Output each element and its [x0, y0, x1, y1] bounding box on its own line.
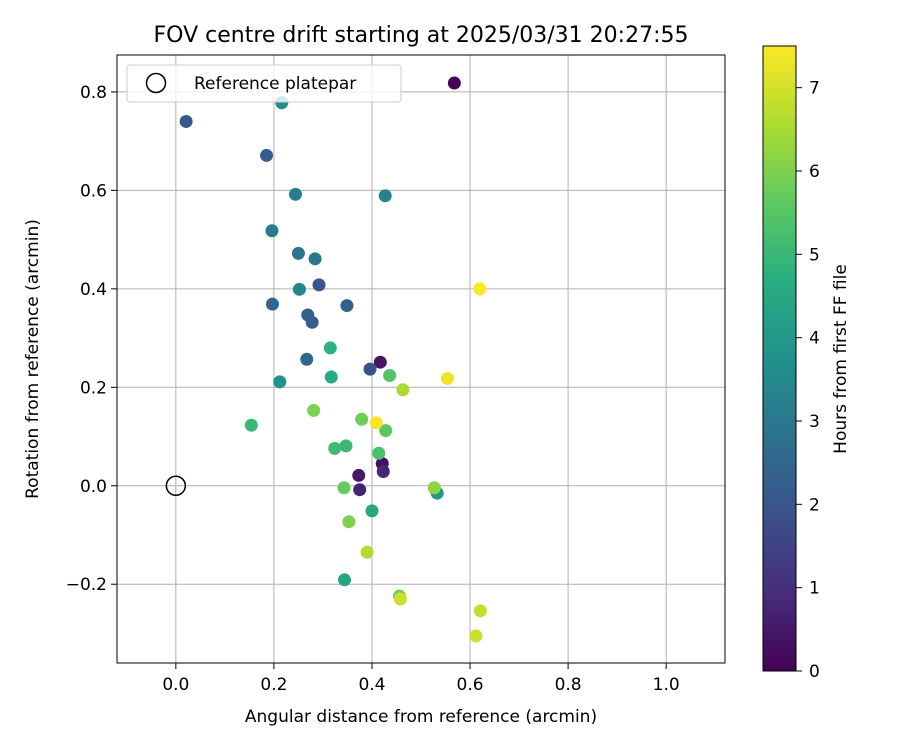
y-axis-label: Rotation from reference (arcmin) [23, 219, 43, 499]
y-tick-label: 0.2 [80, 378, 107, 398]
data-point [365, 504, 379, 518]
data-point [447, 76, 461, 90]
data-point [265, 224, 279, 238]
data-point [305, 315, 319, 329]
data-point [291, 246, 305, 260]
data-point [469, 629, 483, 643]
data-point [308, 252, 322, 266]
data-points [179, 76, 487, 643]
data-point [307, 403, 321, 417]
data-point [312, 278, 326, 292]
data-point [355, 412, 369, 426]
data-point [372, 446, 386, 460]
legend: Reference platepar [126, 64, 402, 103]
data-point [342, 515, 356, 529]
x-tick-label: 1.0 [653, 675, 680, 695]
colorbar-label: Hours from first FF file [831, 264, 851, 454]
data-point [179, 114, 193, 128]
data-point [373, 355, 387, 369]
colorbar-tick-label: 0 [809, 662, 820, 682]
data-point [339, 439, 353, 453]
colorbar-tick-label: 7 [809, 79, 820, 99]
x-tick-label: 0.0 [162, 675, 189, 695]
data-point [378, 189, 392, 203]
data-point [323, 341, 337, 355]
data-point [376, 464, 390, 478]
data-point [265, 297, 279, 311]
data-point [328, 441, 342, 455]
colorbar-tick-label: 4 [809, 329, 820, 349]
colorbar [762, 45, 797, 672]
x-tick-label: 0.4 [358, 675, 385, 695]
legend-label: Reference platepar [194, 74, 356, 94]
x-tick-label: 0.6 [457, 675, 484, 695]
plot-area-frame [116, 54, 726, 664]
legend-box [126, 64, 402, 103]
reference-platepar-marker [165, 475, 187, 497]
grid-lines [117, 55, 725, 663]
data-point [369, 416, 383, 430]
data-point [473, 282, 487, 296]
data-point [288, 187, 302, 201]
data-point [340, 299, 354, 313]
data-point [360, 545, 374, 559]
legend-reference-marker [145, 72, 167, 94]
data-point [440, 371, 454, 385]
colorbar-ticks: 0 1 2 3 4 5 6 7 [796, 79, 820, 682]
y-tick-label: 0.8 [80, 83, 107, 103]
reference-layer [165, 475, 187, 497]
data-point [292, 282, 306, 296]
data-point [260, 148, 274, 162]
colorbar-tick-label: 5 [809, 245, 820, 265]
colorbar-tick-label: 3 [809, 412, 820, 432]
data-point [244, 418, 258, 432]
data-point [473, 604, 487, 618]
data-point [427, 481, 441, 495]
data-point [300, 352, 314, 366]
chart-title: FOV centre drift starting at 2025/03/31 … [154, 23, 689, 48]
data-point [379, 424, 393, 438]
y-tick-label: 0.0 [80, 477, 107, 497]
colorbar-tick-label: 1 [809, 579, 820, 599]
y-axis-ticks: −0.2 0.0 0.2 0.4 0.6 0.8 [66, 83, 117, 595]
data-point [352, 468, 366, 482]
data-point [393, 592, 407, 606]
data-point [337, 481, 351, 495]
data-point [353, 483, 367, 497]
data-point [324, 370, 338, 384]
y-tick-label: 0.4 [80, 280, 107, 300]
x-tick-label: 0.2 [260, 675, 287, 695]
x-axis-ticks: 0.0 0.2 0.4 0.6 0.8 1.0 [162, 663, 680, 695]
x-tick-label: 0.8 [555, 675, 582, 695]
y-tick-label: −0.2 [66, 575, 107, 595]
data-point [396, 383, 410, 397]
colorbar-tick-label: 2 [809, 495, 820, 515]
data-point [273, 375, 287, 389]
data-point [338, 573, 352, 587]
y-tick-label: 0.6 [80, 181, 107, 201]
x-axis-label: Angular distance from reference (arcmin) [245, 707, 597, 727]
colorbar-tick-label: 6 [809, 162, 820, 182]
data-point [363, 362, 377, 376]
data-point [383, 368, 397, 382]
